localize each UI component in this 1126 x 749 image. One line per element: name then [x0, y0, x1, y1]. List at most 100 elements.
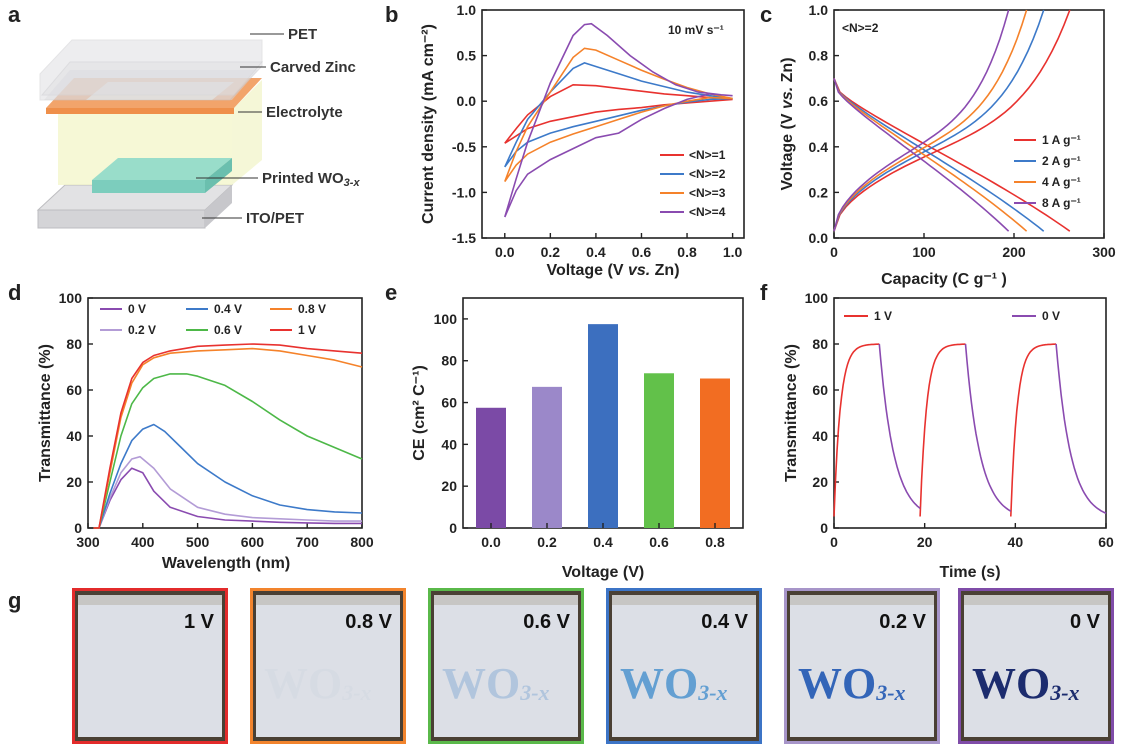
- chart-e: 0 20 40 60 80 100 0.0 0.2 0.4 0.6 0.8 Voltage (V) CE…: [411, 297, 744, 581]
- charge-curve-4: [833, 9, 1010, 232]
- x-tick-label: 0.8: [677, 244, 697, 260]
- x-tick-label: 300: [1092, 244, 1116, 260]
- plot-frame: [833, 9, 1105, 239]
- scan-rate-note: 10 mV s⁻¹: [668, 23, 724, 37]
- y-tick-label: 100: [805, 290, 829, 306]
- legend-label: <N>=2: [689, 167, 726, 181]
- x-tick-label: 800: [350, 534, 374, 550]
- photo-0.6V: 0.6 V WO3-x: [428, 588, 584, 744]
- y-tick-label: 0: [74, 520, 82, 536]
- label-printed-wo3: Printed WO3-x: [262, 170, 360, 189]
- coloring-curve-2: [919, 343, 966, 517]
- x-tick-label: 20: [917, 534, 933, 550]
- y-axis-label-part: Voltage (V: [779, 109, 796, 191]
- spectrum-0.8V: [93, 347, 363, 529]
- cv-curve-3: [504, 47, 733, 182]
- plot-frame: [87, 297, 363, 529]
- x-tick-label: 0.6: [632, 244, 652, 260]
- chart-c: 0 100 200 300 0.0 0.2 0.4 0.6 0.8 1.0 <N>=2 1 A g⁻¹…: [779, 2, 1116, 288]
- device-schematic: PET Carved Zinc Electrolyte Printed WO3-…: [36, 26, 360, 229]
- panel-label-c: c: [760, 2, 772, 27]
- pet-layer: [40, 61, 264, 96]
- y-tick-label: 1.0: [457, 2, 477, 18]
- y-tick-label: 1.0: [809, 2, 829, 18]
- x-axis-label: Voltage (V): [562, 564, 644, 581]
- label-carved-zinc: Carved Zinc: [270, 59, 356, 76]
- y-tick-label: 0.0: [809, 230, 829, 246]
- legend-label: 0 V: [128, 302, 146, 316]
- wo3-print: WO3-x: [798, 659, 906, 708]
- wo3-print-main: WO: [442, 659, 520, 708]
- x-axis-label-part: vs.: [628, 262, 650, 279]
- bleaching-curve-1: [878, 343, 921, 510]
- y-axis-label: Transmittance (%): [783, 344, 800, 482]
- x-tick-label: 0.4: [593, 534, 613, 550]
- y-tick-label: 100: [59, 290, 83, 306]
- spectrum-1V: [93, 343, 363, 529]
- photo-film: [612, 595, 756, 737]
- bar-0.2: [532, 386, 562, 528]
- x-tick-label: 200: [1002, 244, 1026, 260]
- x-tick-label: 0.2: [541, 244, 561, 260]
- photo-film: [256, 595, 400, 737]
- photo-film-edge: [256, 595, 400, 605]
- x-axis-label-part: Zn): [650, 262, 679, 279]
- photo-film-edge: [612, 595, 756, 605]
- discharge-curve-3: [833, 78, 1028, 232]
- x-tick-label: 700: [296, 534, 320, 550]
- photo-film-edge: [964, 595, 1108, 605]
- wo3-print-main: WO: [264, 659, 342, 708]
- y-tick-label: 0.8: [809, 48, 829, 64]
- y-tick-label: 0.2: [809, 184, 829, 200]
- panel-label-a: a: [8, 2, 21, 27]
- pet-plate: [39, 39, 263, 101]
- x-axis-label: Capacity (C g⁻¹ ): [881, 271, 1007, 288]
- photo-0.4V: 0.4 V WO3-x: [606, 588, 762, 744]
- legend-label: 0.2 V: [128, 323, 156, 337]
- x-tick-label: 500: [186, 534, 210, 550]
- label-printed-wo3-main: Printed WO: [262, 170, 344, 187]
- wo3-print: WO3-x: [442, 659, 550, 708]
- y-tick-label: 80: [812, 336, 828, 352]
- x-tick-label: 0.2: [537, 534, 557, 550]
- y-tick-label: 40: [812, 428, 828, 444]
- panel-label-b: b: [385, 2, 398, 27]
- bar-0.8: [700, 378, 730, 528]
- x-axis-label: Voltage (V vs. Zn): [546, 262, 679, 279]
- legend-label: <N>=3: [689, 186, 726, 200]
- label-pet: PET: [288, 26, 317, 43]
- y-tick-label: 20: [812, 474, 828, 490]
- photo-voltage-label: 0.8 V: [345, 611, 392, 633]
- discharge-curve-4: [833, 78, 1010, 232]
- wo3-print: WO3-x: [620, 659, 728, 708]
- bar-0.0: [476, 407, 506, 528]
- wo3-print-sub: 3-x: [519, 680, 549, 705]
- bleaching-curve-3: [1055, 343, 1107, 515]
- wo3-print-main: WO: [798, 659, 876, 708]
- y-tick-label: -1.5: [452, 230, 476, 246]
- y-tick-label: 0.4: [809, 139, 829, 155]
- ito-pet-layer-front: [37, 209, 206, 229]
- chart-b: 0.0 0.2 0.4 0.6 0.8 1.0 -1.5 -1.0 -0.5 0.0 0.5 1.0 1…: [420, 2, 745, 279]
- photo-0.2V: 0.2 V WO3-x: [784, 588, 940, 744]
- photo-voltage-label: 1 V: [184, 611, 215, 633]
- photo-film-edge: [78, 595, 222, 605]
- plot-frame: [833, 297, 1107, 529]
- legend-label: 0.4 V: [214, 302, 242, 316]
- y-tick-label: 0.0: [457, 93, 477, 109]
- x-tick-label: 400: [131, 534, 155, 550]
- discharge-curve-2: [833, 78, 1045, 232]
- y-tick-label: 80: [66, 336, 82, 352]
- panel-label-d: d: [8, 280, 21, 305]
- legend-label: <N>=4: [689, 205, 726, 219]
- photo-voltage-label: 0 V: [1070, 611, 1101, 633]
- y-tick-label: 100: [434, 311, 458, 327]
- legend-label: 1 V: [874, 309, 892, 323]
- label-ito-pet: ITO/PET: [246, 210, 304, 227]
- x-tick-label: 40: [1008, 534, 1024, 550]
- charts-layer: 0.0 0.2 0.4 0.6 0.8 1.0 -1.5 -1.0 -0.5 0.0 0.5 1.0 1…: [37, 2, 1116, 581]
- y-axis-label: Transmittance (%): [37, 344, 54, 482]
- panel-label-g: g: [8, 588, 21, 613]
- bar-0.4: [588, 324, 618, 528]
- x-tick-label: 100: [912, 244, 936, 260]
